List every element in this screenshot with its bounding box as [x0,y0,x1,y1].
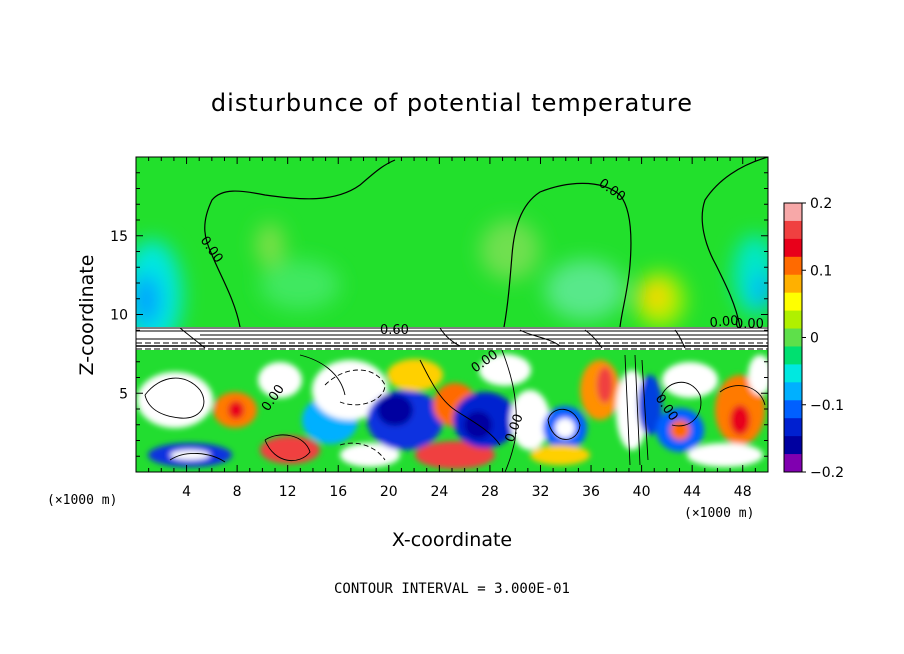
x-tick-label: 44 [683,484,701,500]
x-tick-label: 20 [380,484,398,500]
y-axis-label: Z-coordinate [76,255,98,376]
colorbar-swatch [784,364,802,383]
x-tick-label: 28 [481,484,499,500]
stable-layer [136,327,768,350]
x-tick-label: 32 [532,484,550,500]
colorbar-swatch [784,436,802,455]
x-tick-label: 8 [233,484,242,500]
colorbar-tick-label: 0.2 [810,196,832,212]
colorbar-tick-label: 0 [810,331,819,347]
lower-contours [144,350,766,472]
colorbar-swatch [784,328,802,347]
contour-interval-note: CONTOUR INTERVAL = 3.000E-01 [334,581,570,597]
x-axis-label: X-coordinate [392,529,512,551]
colorbar-swatch [784,274,802,294]
x-tick-label: 16 [329,484,347,500]
x-tick-label: 12 [279,484,297,500]
colorbar-tick-label: 0.1 [810,263,832,279]
upper-field [136,220,768,350]
colorbar-swatch [784,454,802,473]
x-unit-left: (×1000 m) [47,493,117,508]
colorbar-swatch [784,292,802,312]
colorbar-swatch [784,400,802,419]
x-tick-label: 36 [582,484,600,500]
colorbar-swatch [784,256,802,276]
x-axis: 4 8 12 16 20 24 28 32 36 40 44 48 [148,157,756,500]
x-tick-label: 48 [734,484,752,500]
x-tick-label: 24 [430,484,448,500]
contour-label: 0.60 [380,323,409,338]
y-tick-label: 15 [110,229,128,245]
y-tick-label: 5 [119,386,128,402]
x-unit-right: (×1000 m) [684,506,754,521]
colorbar-swatch [784,382,802,401]
colorbar-swatch [784,418,802,437]
x-tick-label: 40 [633,484,651,500]
colorbar-swatch [784,203,802,222]
x-tick-label: 4 [182,484,191,500]
y-tick-label: 10 [110,308,128,324]
contour-label: 0.00 [709,314,739,331]
upper-contours [204,157,768,328]
contour-label: 0.00 [735,317,764,332]
chart-title: disturbunce of potential temperature [211,89,693,117]
colorbar-swatch [784,238,802,258]
colorbar-swatch [784,220,802,240]
colorbar-swatch [784,346,802,365]
lower-field [136,350,768,472]
colorbar-tick-label: −0.2 [810,465,844,481]
colorbar-tick-label: −0.1 [810,398,844,414]
colorbar-swatch [784,310,802,330]
plot-area: 0.00 0.00 0.00 0.60 0.00 0.00 0.00 0.00 … [136,157,768,472]
y-axis: 5 10 15 [110,172,768,457]
colorbar: 0.2 0.1 0 −0.1 −0.2 [783,196,844,481]
